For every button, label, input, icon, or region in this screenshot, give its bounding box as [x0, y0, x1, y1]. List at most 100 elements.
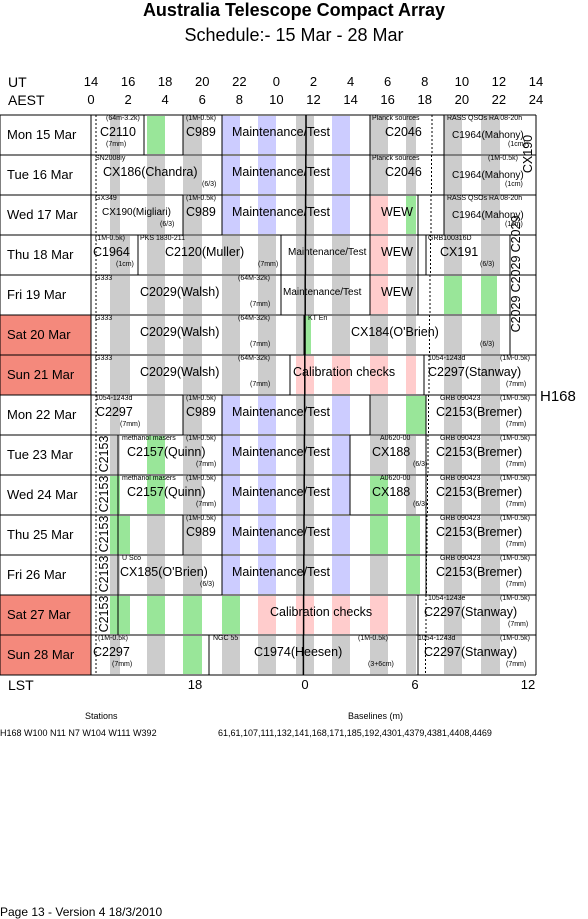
ut-tick-label: 0	[272, 74, 281, 89]
schedule-band	[406, 636, 416, 674]
schedule-text: (7mm)	[258, 261, 279, 268]
schedule-band	[110, 396, 120, 434]
stations-list: H168 W100 N11 N7 W104 W111 W392	[0, 728, 157, 738]
schedule-band	[296, 596, 314, 634]
schedule-text: Maintenance/Test	[232, 565, 330, 579]
schedule-band	[183, 276, 202, 314]
schedule-band	[444, 596, 462, 634]
schedule-text: (7mm)	[250, 341, 271, 348]
schedule-band	[481, 516, 500, 554]
schedule-band	[183, 396, 202, 434]
schedule-text: (7mm)	[506, 421, 527, 428]
schedule-text: C2297	[93, 645, 130, 659]
schedule-text: (1cm)	[508, 141, 526, 148]
schedule-band	[183, 356, 202, 394]
schedule-text: CX190(Migliari)	[102, 207, 171, 218]
schedule-band	[222, 196, 240, 234]
schedule-band	[406, 316, 416, 354]
schedule-band	[183, 636, 202, 674]
aest-tick-label: 24	[528, 92, 544, 107]
schedule-band	[296, 636, 314, 674]
aest-axis-label: AEST	[8, 92, 45, 108]
day-label: Mon 15 Mar	[7, 127, 77, 142]
schedule-band	[332, 116, 350, 154]
schedule-band	[332, 196, 350, 234]
schedule-band	[406, 356, 416, 394]
schedule-band	[110, 596, 130, 634]
schedule-text: (1M-0.5k)	[186, 395, 216, 402]
schedule-band	[183, 316, 202, 354]
schedule-text: RASS QSOs RA 08-20h	[447, 115, 523, 122]
schedule-band	[370, 556, 388, 594]
aest-tick-label: 4	[161, 92, 169, 107]
schedule-band	[444, 636, 462, 674]
day-label: Sat 20 Mar	[7, 327, 71, 342]
ut-tick-label: 14	[83, 74, 99, 89]
schedule-band	[481, 396, 500, 434]
day-label: Sat 27 Mar	[7, 607, 71, 622]
schedule-text: Calibration checks	[293, 365, 396, 379]
day-label: Thu 18 Mar	[7, 247, 74, 262]
schedule-band	[258, 436, 276, 474]
schedule-band	[147, 276, 165, 314]
schedule-band	[183, 236, 202, 274]
page-subtitle: Schedule:- 15 Mar - 28 Mar	[184, 25, 404, 45]
schedule-text: (1M-0.5k)	[95, 235, 125, 242]
schedule-text: (1M-0.5k)	[500, 635, 530, 642]
schedule-text: (6/3)	[202, 181, 217, 188]
day-label: Tue 16 Mar	[7, 167, 73, 182]
schedule-band	[444, 276, 462, 314]
schedule-band	[370, 596, 388, 634]
schedule-band	[183, 196, 202, 234]
schedule-band	[147, 156, 165, 194]
vertical-project-label: C2029	[509, 215, 523, 253]
schedule-text: C2297	[96, 405, 133, 419]
schedule-text: (6/3)	[413, 501, 428, 508]
aest-tick-label: 22	[491, 92, 507, 107]
schedule-band	[222, 116, 240, 154]
schedule-text: (7mm)	[120, 421, 141, 428]
schedule-text: (1M-0.5k)	[500, 435, 530, 442]
schedule-band	[370, 636, 388, 674]
schedule-text: C2153(Bremer)	[436, 525, 523, 539]
schedule-band	[444, 356, 462, 394]
schedule-band	[110, 316, 130, 354]
schedule-text: (1M-0.5k)	[500, 475, 530, 482]
schedule-band	[296, 156, 314, 194]
schedule-text: C2120(Muller)	[165, 245, 245, 259]
schedule-text: C2157(Quinn)	[127, 485, 206, 499]
aest-tick-label: 16	[380, 92, 395, 107]
ut-tick-label: 6	[384, 74, 392, 89]
schedule-band	[258, 556, 276, 594]
day-label: Fri 26 Mar	[7, 567, 67, 582]
schedule-band	[147, 316, 165, 354]
schedule-text: (7mm)	[196, 501, 217, 508]
schedule-band	[444, 436, 462, 474]
schedule-text: G333	[95, 355, 113, 362]
schedule-band	[370, 276, 388, 314]
schedule-text: GX349	[95, 195, 117, 202]
schedule-band	[481, 276, 497, 314]
schedule-band	[147, 396, 165, 434]
vertical-project-label: C2029	[509, 255, 523, 293]
schedule-band	[147, 596, 165, 634]
schedule-text: Calibration checks	[270, 605, 373, 619]
schedule-band	[222, 396, 240, 434]
schedule-band	[183, 156, 202, 194]
day-label: Sun 21 Mar	[7, 367, 75, 382]
day-label: Tue 23 Mar	[7, 447, 73, 462]
schedule-text: C2029(Walsh)	[140, 365, 220, 379]
aest-tick-label: 20	[454, 92, 470, 107]
schedule-text: C2297(Stanway)	[428, 365, 522, 379]
schedule-band	[183, 516, 202, 554]
day-label: Mon 22 Mar	[7, 407, 77, 422]
ut-tick-label: 8	[421, 74, 429, 89]
ut-tick-label: 4	[346, 74, 355, 89]
schedule-text: WEW	[381, 285, 413, 299]
schedule-text: C989	[186, 405, 216, 419]
ut-tick-label: 14	[528, 74, 544, 89]
page-footer: Page 13 - Version 4 18/3/2010	[0, 905, 163, 919]
schedule-text: GRB 090423	[440, 515, 481, 522]
schedule-text: (1M-0.5k)	[186, 515, 216, 522]
